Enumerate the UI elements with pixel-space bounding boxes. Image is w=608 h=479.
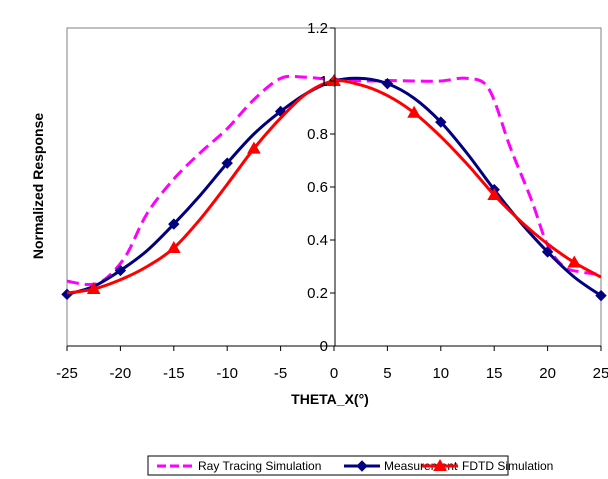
x-tick-label: 25: [593, 365, 608, 382]
y-tick-label: 0.2: [307, 285, 328, 302]
x-tick-label: 15: [486, 365, 503, 382]
x-tick-label: 0: [330, 365, 338, 382]
data-point-measurement: [595, 289, 607, 302]
x-tick-label: -25: [56, 365, 78, 382]
x-axis-title: THETA_X(°): [291, 391, 369, 407]
data-point-measurement: [541, 246, 554, 258]
data-point-fdtd-simulation: [567, 255, 582, 268]
legend-frame: [147, 455, 509, 476]
legend-items: Ray Tracing Simulation Measurement FDTD Si…: [157, 458, 553, 473]
data-point-measurement: [114, 264, 127, 277]
data-point-measurement: [381, 77, 394, 90]
x-tick-label: 5: [383, 365, 391, 382]
legend-label-ray-tracing-simulation: Ray Tracing Simulation: [198, 459, 321, 473]
axes-layer: [66, 27, 602, 351]
legend-item-fdtd-simulation: FDTD Simulation: [422, 458, 553, 473]
labels-layer: -25 -20 -15 -10 -5 0 5 10 15 20 25 0 0.2 0.4 0.6 0.8 1 1.…: [56, 20, 608, 382]
x-tick-label: -10: [216, 365, 238, 382]
series-ray-tracing-simulation: [67, 74, 601, 287]
legend-marker-measurement: [356, 460, 368, 472]
legend: Ray Tracing Simulation Measurement FDTD Si…: [147, 455, 553, 476]
data-point-fdtd-simulation: [86, 282, 101, 295]
y-tick-label: 0.6: [307, 179, 328, 196]
y-tick-label: 0.4: [307, 232, 328, 249]
legend-item-ray-tracing-simulation: Ray Tracing Simulation: [157, 459, 321, 473]
data-point-fdtd-simulation: [487, 187, 502, 200]
y-tick-label: 1.2: [307, 20, 328, 37]
data-point-fdtd-simulation: [407, 105, 421, 118]
x-tick-label: 20: [539, 365, 556, 382]
x-tick-label: -20: [110, 365, 132, 382]
series-line-ray-tracing-simulation: [67, 74, 601, 287]
x-tick-label: 10: [432, 365, 449, 382]
data-point-fdtd-simulation: [166, 240, 181, 253]
data-point-measurement: [221, 157, 233, 169]
data-point-fdtd-simulation: [327, 73, 341, 86]
data-point-fdtd-simulation: [247, 141, 261, 154]
y-tick-label: 0: [320, 338, 328, 355]
x-tick-label: -5: [274, 365, 287, 382]
data-point-measurement: [168, 218, 180, 230]
y-axis-title: Normalized Response: [30, 113, 46, 259]
legend-label-fdtd-simulation: FDTD Simulation: [462, 459, 553, 473]
x-tick-label: -15: [163, 365, 185, 382]
legend-marker-fdtd-simulation: [433, 458, 447, 471]
y-tick-label: 0.8: [307, 126, 328, 143]
y-tick-label: 1: [320, 73, 328, 90]
data-point-measurement: [435, 116, 447, 128]
